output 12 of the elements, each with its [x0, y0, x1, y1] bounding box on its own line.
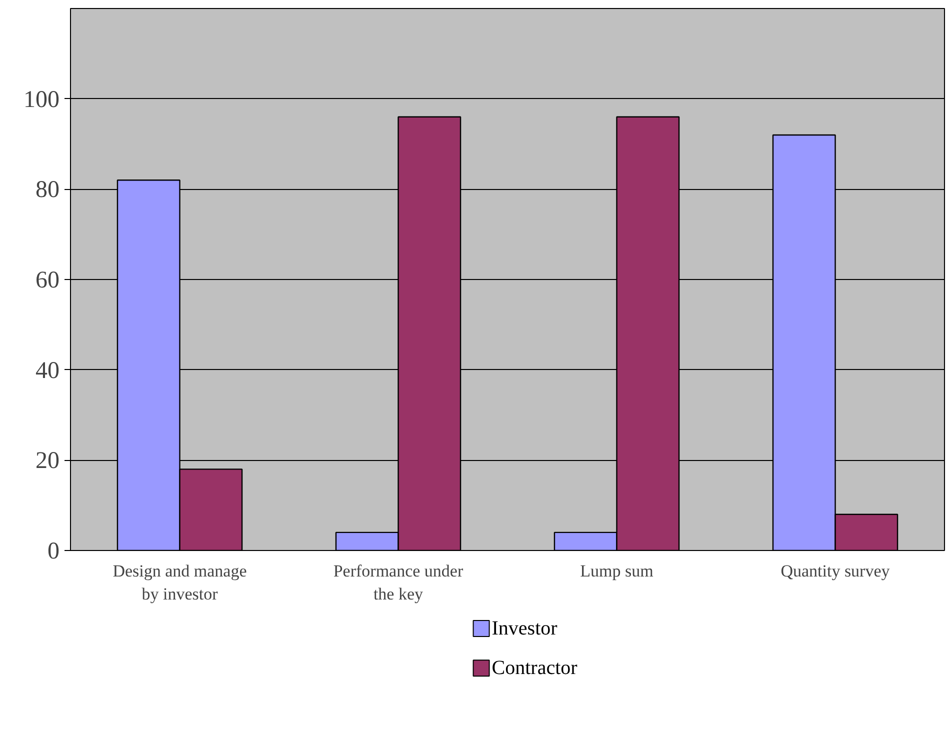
y-tick-label: 100	[24, 86, 60, 113]
x-tick-label: Design and manage by investor	[112, 562, 247, 604]
y-tick-label: 80	[36, 177, 60, 204]
legend-label: Investor	[492, 618, 558, 640]
y-tick-label: 40	[36, 358, 60, 384]
x-tick-label: Performance under the key	[333, 562, 464, 604]
x-tick-label: Lump sum	[580, 562, 654, 580]
x-tick-label: Quantity survey	[780, 562, 890, 580]
y-tick-label: 0	[48, 538, 60, 564]
y-tick-label: 20	[36, 448, 60, 474]
legend-label: Contractor	[492, 657, 578, 680]
y-tick-label: 60	[36, 268, 60, 294]
